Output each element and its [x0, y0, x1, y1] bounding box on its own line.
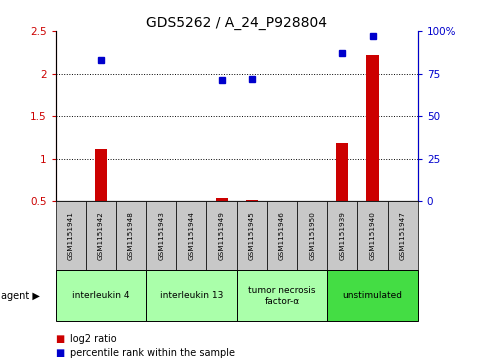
Text: tumor necrosis
factor-α: tumor necrosis factor-α — [248, 286, 316, 306]
Text: GSM1151948: GSM1151948 — [128, 212, 134, 260]
Text: GSM1151942: GSM1151942 — [98, 212, 104, 260]
Title: GDS5262 / A_24_P928804: GDS5262 / A_24_P928804 — [146, 16, 327, 30]
Text: GSM1151950: GSM1151950 — [309, 212, 315, 260]
Text: ■: ■ — [56, 348, 65, 358]
Bar — [246, 200, 258, 201]
Text: ■: ■ — [56, 334, 65, 344]
Text: percentile rank within the sample: percentile rank within the sample — [70, 348, 235, 358]
Text: GSM1151940: GSM1151940 — [369, 212, 375, 260]
Text: GSM1151939: GSM1151939 — [340, 212, 345, 260]
Text: GSM1151943: GSM1151943 — [158, 212, 164, 260]
Text: GSM1151944: GSM1151944 — [188, 212, 194, 260]
Text: unstimulated: unstimulated — [342, 291, 402, 300]
Text: GSM1151947: GSM1151947 — [400, 212, 406, 260]
Bar — [215, 198, 227, 201]
Bar — [367, 55, 379, 201]
Text: GSM1151945: GSM1151945 — [249, 212, 255, 260]
Text: interleukin 13: interleukin 13 — [160, 291, 223, 300]
Bar — [336, 143, 348, 201]
Bar — [95, 148, 107, 201]
Text: GSM1151949: GSM1151949 — [219, 212, 225, 260]
Text: agent ▶: agent ▶ — [1, 291, 40, 301]
Text: GSM1151941: GSM1151941 — [68, 212, 73, 260]
Text: log2 ratio: log2 ratio — [70, 334, 117, 344]
Text: interleukin 4: interleukin 4 — [72, 291, 129, 300]
Text: GSM1151946: GSM1151946 — [279, 212, 285, 260]
